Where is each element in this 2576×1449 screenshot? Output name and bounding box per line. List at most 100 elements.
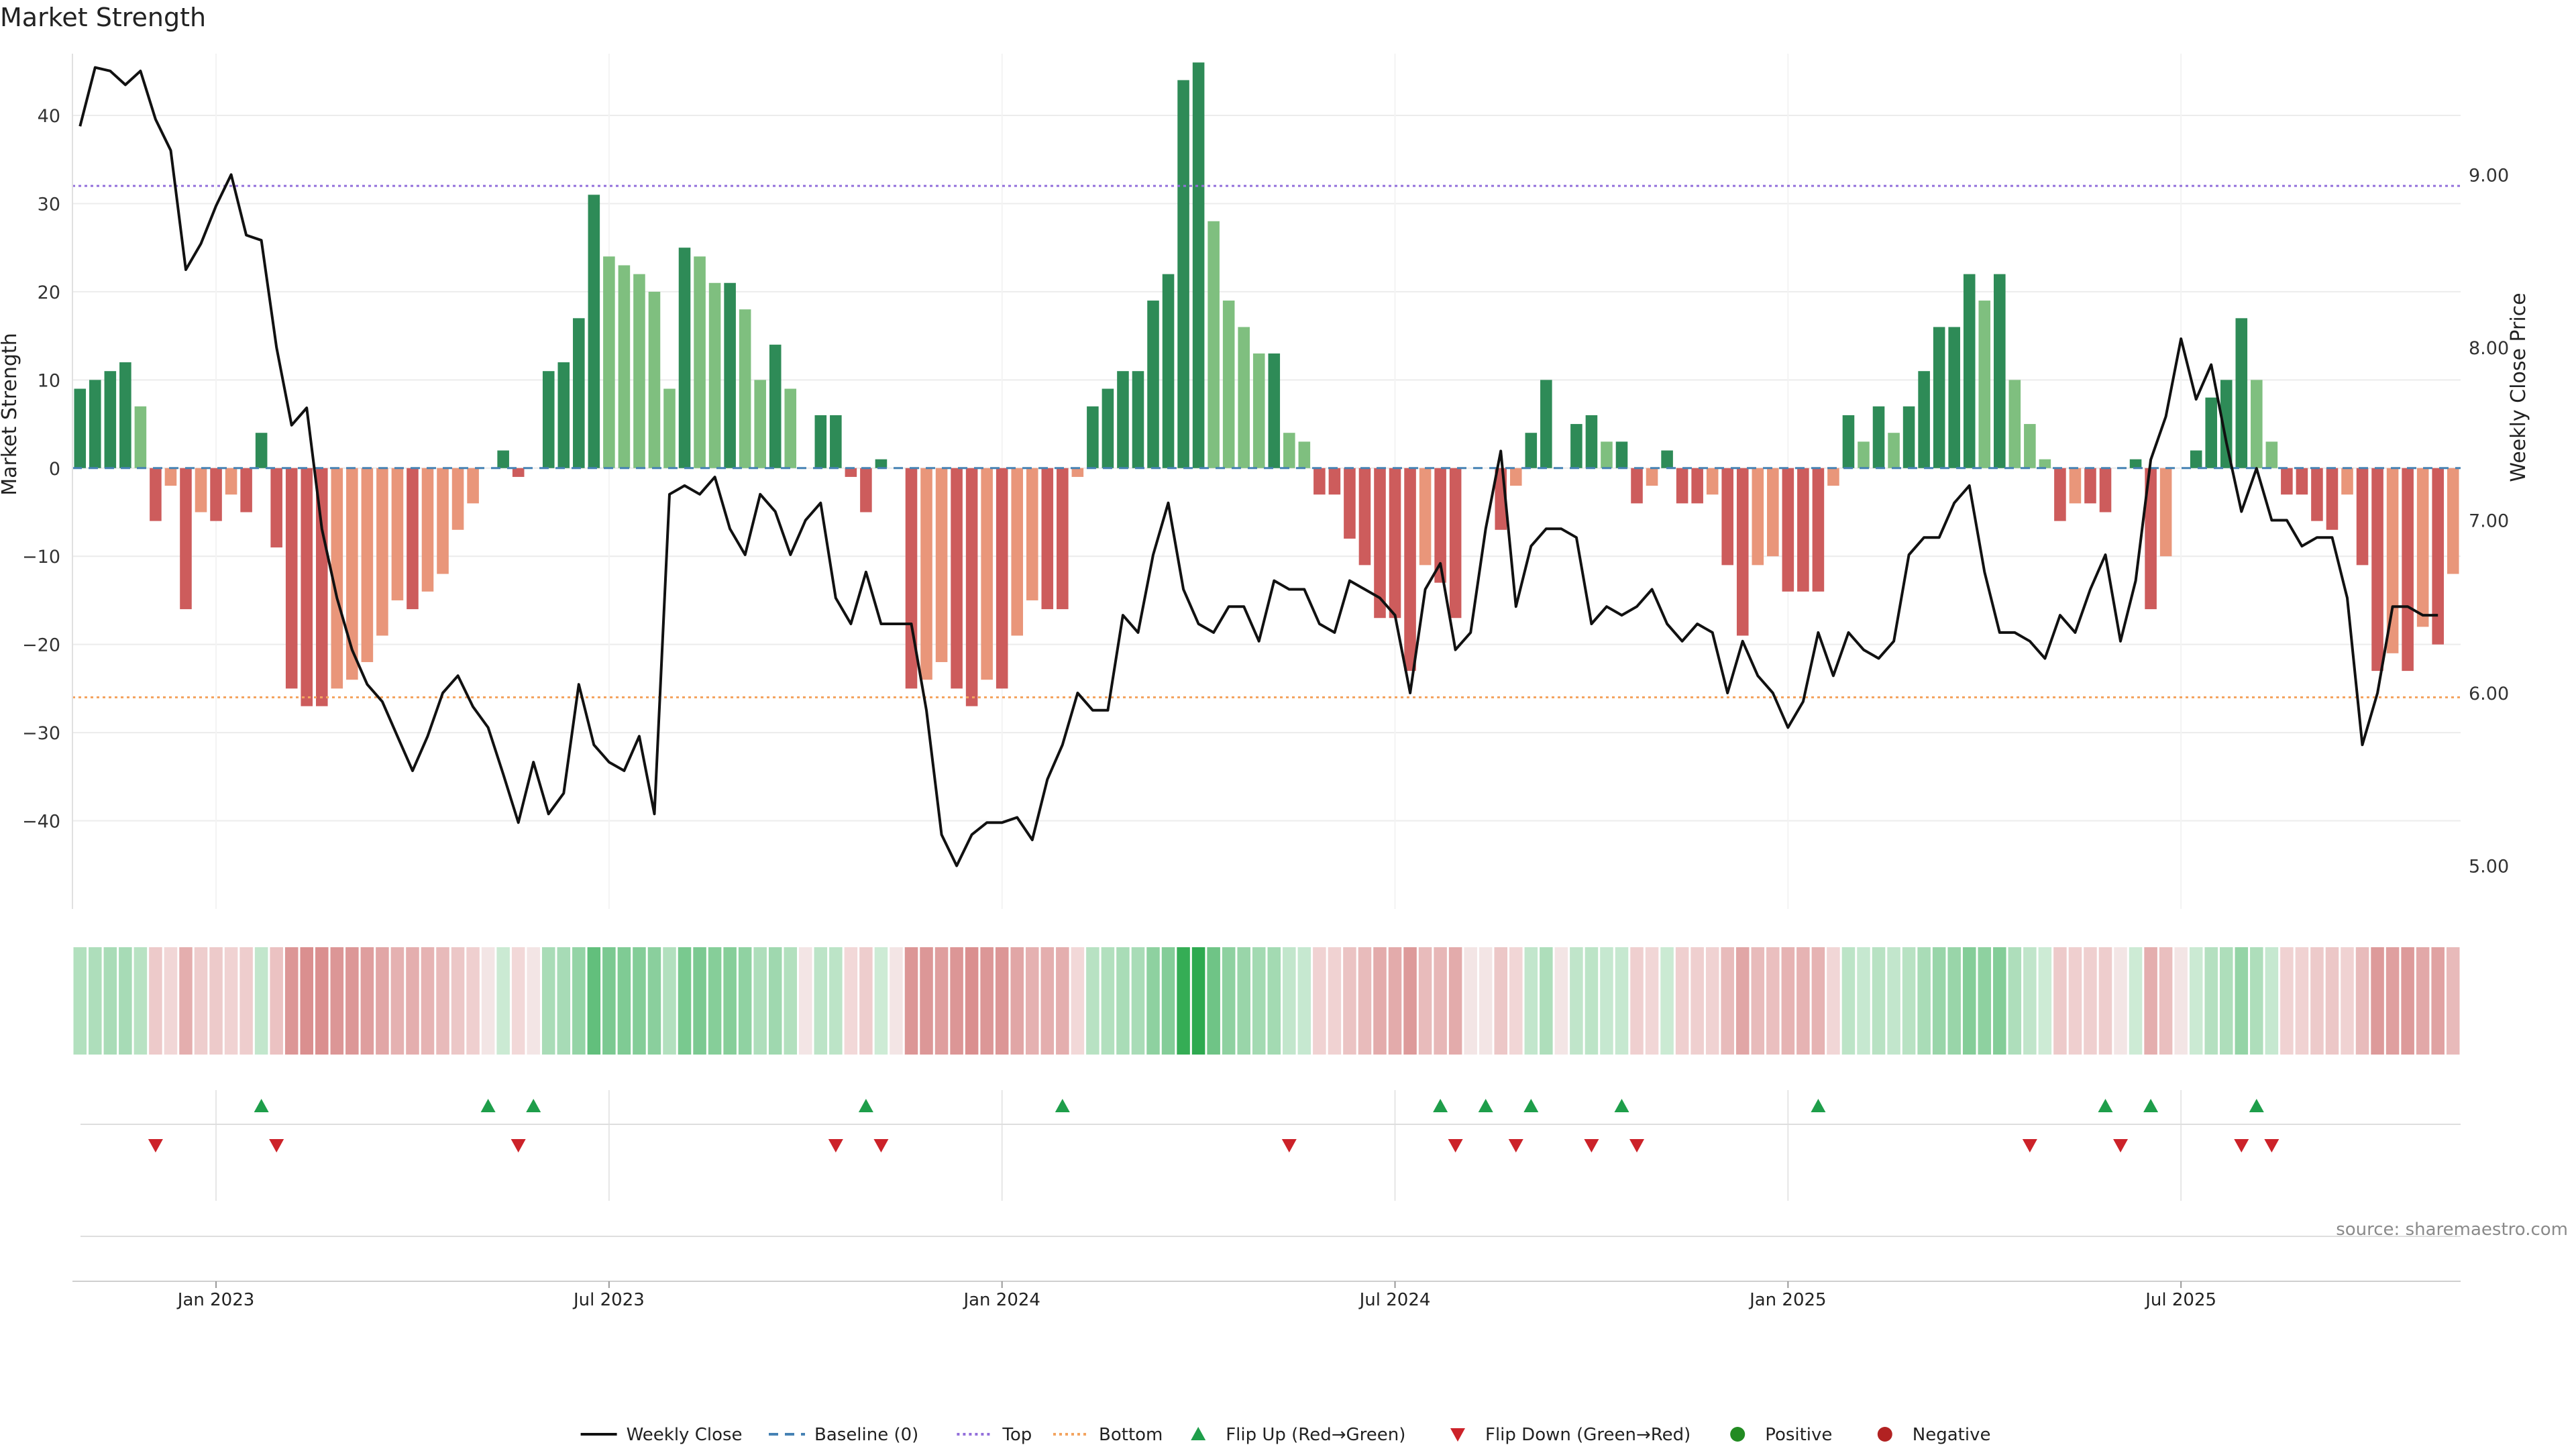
flip-up-marker bbox=[1055, 1099, 1070, 1112]
flip-down-marker bbox=[873, 1139, 889, 1152]
heatmap-cell bbox=[980, 947, 994, 1055]
heatmap-cell bbox=[2084, 947, 2097, 1055]
flip-up-marker bbox=[1523, 1099, 1539, 1112]
heatmap-cell bbox=[1086, 947, 1099, 1055]
heatmap-cell bbox=[1191, 947, 1205, 1055]
heatmap-cell bbox=[360, 947, 374, 1055]
strength-bar bbox=[407, 468, 419, 610]
heatmap-cell bbox=[1902, 947, 1916, 1055]
heatmap-cell bbox=[73, 947, 87, 1055]
strength-bar bbox=[1752, 468, 1764, 566]
heatmap-cell bbox=[194, 947, 208, 1055]
flip-down-marker bbox=[2234, 1139, 2249, 1152]
strength-bar bbox=[618, 265, 631, 468]
heatmap-cell bbox=[209, 947, 223, 1055]
heatmap-cell bbox=[1101, 947, 1115, 1055]
heatmap-cell bbox=[1373, 947, 1387, 1055]
heatmap-cell bbox=[557, 947, 571, 1055]
heatmap-cell bbox=[2159, 947, 2173, 1055]
strength-bar bbox=[2008, 380, 2021, 468]
heatmap-cell bbox=[1025, 947, 1039, 1055]
strength-bar bbox=[648, 291, 661, 468]
flip-up-marker bbox=[858, 1099, 873, 1112]
strength-bar bbox=[935, 468, 948, 662]
heatmap-cell bbox=[2371, 947, 2384, 1055]
heatmap-cell bbox=[376, 947, 389, 1055]
strength-bar bbox=[346, 468, 358, 680]
heatmap-cell bbox=[89, 947, 102, 1055]
strength-heatmap-strip bbox=[73, 947, 2460, 1055]
strength-bar bbox=[1842, 415, 1855, 468]
heatmap-cell bbox=[1448, 947, 1462, 1055]
strength-bar bbox=[2281, 468, 2293, 495]
right-tick-label: 6.00 bbox=[2469, 684, 2509, 704]
heatmap-cell bbox=[1781, 947, 1795, 1055]
strength-bar bbox=[437, 468, 449, 574]
flip-down-marker bbox=[269, 1139, 284, 1152]
heatmap-cell bbox=[466, 947, 480, 1055]
heatmap-cell bbox=[602, 947, 616, 1055]
heatmap-cell bbox=[693, 947, 706, 1055]
heatmap-cell bbox=[511, 947, 525, 1055]
strength-bar bbox=[164, 468, 177, 486]
heatmap-cell bbox=[768, 947, 782, 1055]
strength-bar bbox=[2326, 468, 2339, 530]
heatmap-cell bbox=[1735, 947, 1750, 1055]
heatmap-cell bbox=[2446, 947, 2460, 1055]
heatmap-cell bbox=[1434, 947, 1447, 1055]
right-axis-title: Weekly Close Price bbox=[2507, 292, 2530, 482]
strength-bar bbox=[361, 468, 374, 662]
strength-bar bbox=[1283, 433, 1295, 468]
axes: −40 −30 −20 −10 0 10 20 30 40 5.00 6.00 7.00 8.00 9.0… bbox=[0, 54, 2530, 909]
heatmap-cell bbox=[1358, 947, 1372, 1055]
heatmap-cell bbox=[2265, 947, 2279, 1055]
heatmap-cell bbox=[753, 947, 767, 1055]
strength-bar bbox=[497, 450, 509, 468]
heatmap-cell bbox=[315, 947, 329, 1055]
heatmap-cell bbox=[1827, 947, 1840, 1055]
flip-down-marker bbox=[1629, 1139, 1645, 1152]
strength-bar bbox=[1540, 380, 1552, 468]
legend: Weekly Close Baseline (0) Top Bottom Flip Up… bbox=[580, 1425, 1990, 1445]
heatmap-cell bbox=[995, 947, 1009, 1055]
strength-bar bbox=[845, 468, 857, 477]
right-tick-label: 7.00 bbox=[2469, 511, 2509, 531]
heatmap-cell bbox=[1857, 947, 1870, 1055]
heatmap-cell bbox=[1071, 947, 1085, 1055]
strength-bar bbox=[180, 468, 192, 610]
strength-bar bbox=[270, 468, 282, 548]
strength-bar bbox=[285, 468, 298, 689]
strength-bar bbox=[754, 380, 766, 468]
x-axis: Jan 2023 Jul 2023 Jan 2024 Jul 2024 Jan 2025… bbox=[72, 1281, 2461, 1310]
heatmap-cell bbox=[2355, 947, 2369, 1055]
heatmap-cell bbox=[572, 947, 586, 1055]
strength-bar bbox=[1615, 441, 1628, 468]
legend-label: Positive bbox=[1765, 1425, 1832, 1445]
legend-swatch-flip-up bbox=[1191, 1427, 1206, 1440]
flip-down-marker bbox=[1281, 1139, 1297, 1152]
heatmap-cell bbox=[738, 947, 752, 1055]
strength-bar bbox=[104, 371, 117, 468]
heatmap-cell bbox=[784, 947, 798, 1055]
heatmap-cell bbox=[179, 947, 193, 1055]
strength-bars bbox=[74, 62, 2459, 706]
strength-bar bbox=[2099, 468, 2112, 513]
strength-bar bbox=[301, 468, 313, 706]
strength-bar bbox=[2341, 468, 2353, 495]
strength-bar bbox=[905, 468, 918, 689]
strength-bar bbox=[2205, 397, 2218, 468]
left-tick-label: 0 bbox=[49, 459, 60, 480]
left-tick-label: 30 bbox=[38, 194, 60, 215]
strength-bar bbox=[1404, 468, 1416, 672]
heatmap-cell bbox=[1645, 947, 1659, 1055]
strength-bar bbox=[1993, 274, 2006, 468]
flip-up-marker bbox=[2249, 1099, 2264, 1112]
strength-bar bbox=[1706, 468, 1719, 495]
strength-bar bbox=[240, 468, 252, 513]
strength-bar bbox=[74, 388, 87, 468]
heatmap-cell bbox=[587, 947, 601, 1055]
x-tick-label: Jul 2025 bbox=[2144, 1290, 2216, 1310]
heatmap-cell bbox=[345, 947, 359, 1055]
heatmap-cell bbox=[1267, 947, 1281, 1055]
heatmap-cell bbox=[2401, 947, 2414, 1055]
